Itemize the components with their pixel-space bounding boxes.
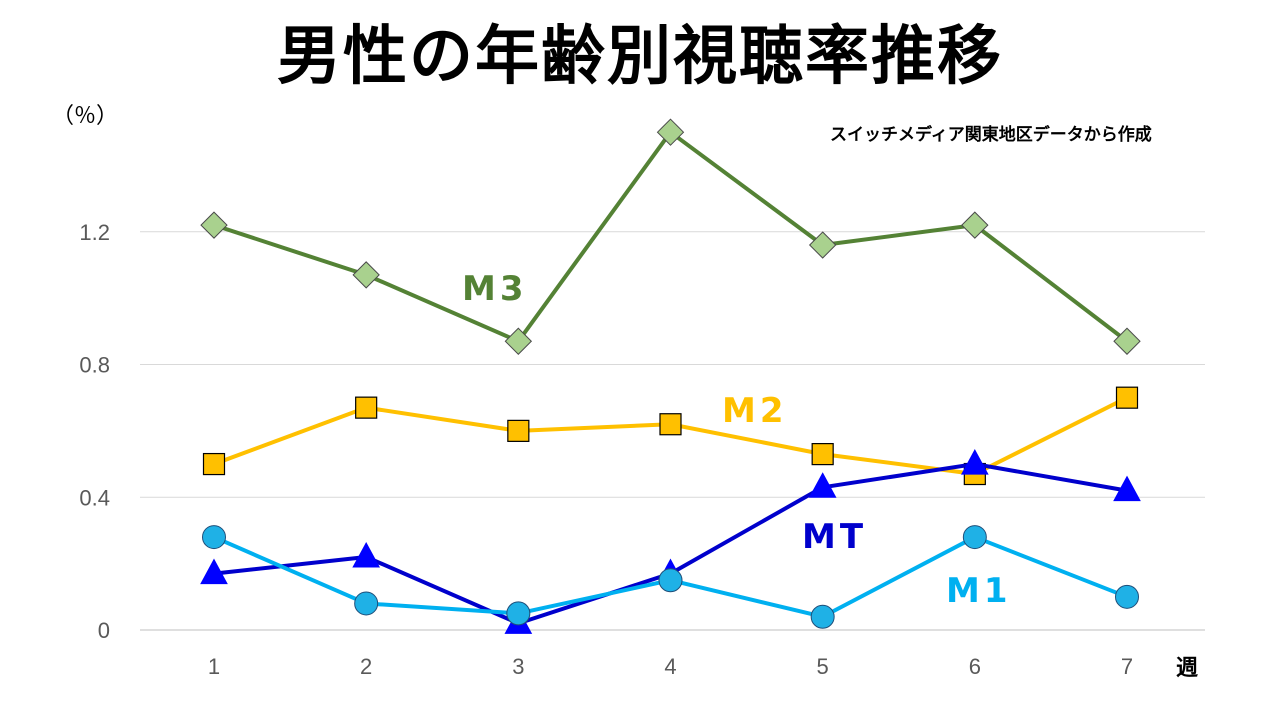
x-tick-label: 3	[512, 654, 524, 679]
series-m3	[200, 118, 1141, 355]
series-line	[213, 130, 1129, 344]
data-point	[202, 525, 226, 550]
data-point	[354, 591, 379, 616]
series-label-m1: M1	[946, 571, 1012, 611]
series-labels: M3 M2 MT M1	[462, 269, 1012, 611]
x-tick-label: 6	[969, 654, 981, 679]
x-axis-ticks: 1 2 3 4 5 6 7	[208, 654, 1133, 679]
series-label-mt: MT	[802, 517, 867, 557]
series-label-m2: M2	[722, 391, 788, 431]
y-tick-label: 0	[98, 618, 110, 643]
data-point	[810, 604, 835, 629]
y-tick-label: 1.2	[79, 220, 110, 245]
data-point	[352, 261, 380, 289]
x-tick-label: 7	[1121, 654, 1133, 679]
chart-title: 男性の年齢別視聴率推移	[277, 20, 1003, 94]
data-point	[1115, 584, 1139, 609]
data-point	[352, 541, 381, 568]
x-tick-label: 1	[208, 654, 220, 679]
data-point	[656, 118, 685, 146]
data-point	[1115, 386, 1139, 409]
series-label-m3: M3	[462, 269, 528, 309]
data-point	[811, 443, 834, 466]
data-point	[659, 413, 682, 436]
y-unit-label: （％）	[52, 104, 119, 129]
data-point	[200, 558, 228, 585]
y-tick-label: 0.8	[79, 353, 110, 378]
x-tick-label: 4	[664, 654, 676, 679]
series-group	[200, 118, 1141, 634]
data-point	[202, 452, 226, 476]
x-axis-label: 週	[1176, 656, 1199, 681]
grid-lines	[140, 231, 1205, 631]
data-point	[504, 327, 533, 355]
y-axis-ticks: 0 0.4 0.8 1.2	[79, 220, 110, 643]
y-tick-label: 0.4	[79, 485, 110, 510]
data-point	[1113, 327, 1141, 355]
data-point	[506, 601, 531, 626]
data-point	[808, 231, 837, 259]
data-point	[962, 525, 987, 550]
series-m1	[202, 525, 1139, 629]
data-point	[200, 211, 228, 239]
data-point	[960, 449, 989, 475]
series-line	[213, 395, 1128, 477]
x-tick-label: 2	[360, 654, 372, 679]
data-point	[658, 568, 683, 593]
data-point	[355, 396, 378, 419]
data-point	[507, 419, 530, 442]
source-note: スイッチメディア関東地区データから作成	[830, 125, 1152, 145]
data-point	[808, 472, 837, 498]
x-tick-label: 5	[817, 654, 829, 679]
data-point	[961, 211, 989, 239]
data-point	[1113, 475, 1141, 502]
